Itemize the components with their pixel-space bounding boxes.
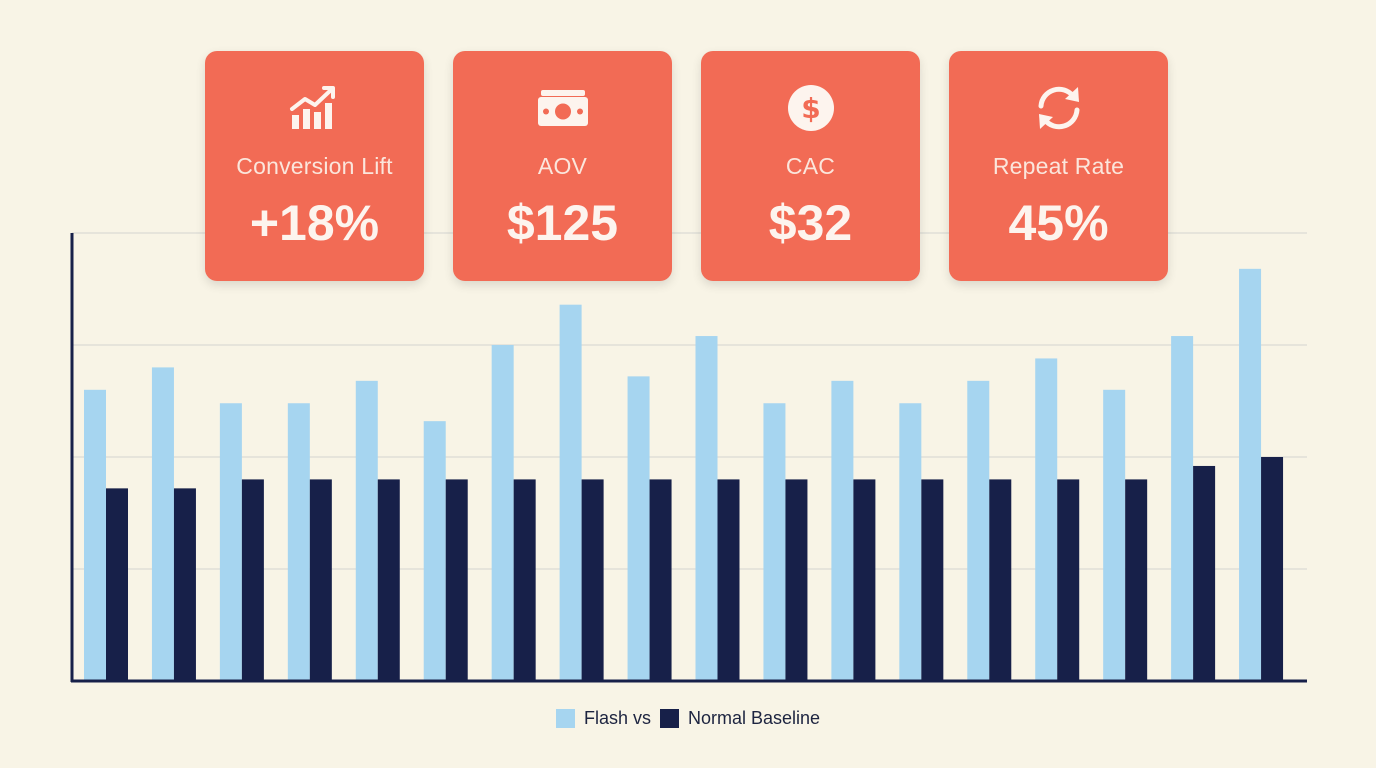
chart-legend: Flash vs Normal Baseline [0, 708, 1376, 729]
bar-baseline-11 [785, 479, 808, 681]
bar-baseline-17 [1193, 465, 1216, 681]
bar-baseline-4 [309, 479, 332, 681]
legend-label-flash: Flash vs [583, 708, 651, 728]
growth-chart-icon [288, 81, 342, 135]
refresh-cycle-icon [1032, 81, 1086, 135]
bar-flash-1 [84, 389, 106, 681]
kpi-label: CAC [785, 153, 836, 179]
bar-flash-3 [219, 403, 242, 681]
bar-flash-7 [491, 345, 514, 681]
kpi-card-row: Conversion Lift +18% AOV $125 $ CAC $32 [205, 51, 1168, 281]
svg-text:$: $ [801, 92, 820, 125]
legend-item-baseline: Normal Baseline [659, 708, 821, 729]
bar-baseline-9 [649, 479, 672, 681]
bar-flash-10 [695, 336, 718, 681]
bar-baseline-3 [241, 479, 264, 681]
kpi-card-conversion-lift: Conversion Lift +18% [205, 51, 424, 281]
bar-baseline-10 [717, 479, 740, 681]
bar-baseline-13 [921, 479, 944, 681]
bar-baseline-5 [377, 479, 400, 681]
legend-swatch-flash [555, 709, 575, 728]
bar-baseline-14 [989, 479, 1012, 681]
bar-flash-16 [1103, 389, 1126, 681]
kpi-value: $32 [768, 195, 853, 251]
bar-flash-14 [967, 380, 990, 681]
kpi-label: AOV [537, 153, 588, 179]
bar-baseline-1 [106, 488, 128, 681]
bar-baseline-18 [1261, 457, 1284, 681]
bar-flash-13 [899, 403, 922, 681]
kpi-value: 45% [1008, 195, 1109, 251]
bar-flash-17 [1171, 336, 1194, 681]
kpi-card-repeat-rate: Repeat Rate 45% [949, 51, 1168, 281]
bar-baseline-12 [853, 479, 876, 681]
bar-flash-2 [151, 367, 174, 681]
bar-flash-12 [831, 380, 854, 681]
bar-flash-5 [355, 380, 378, 681]
bar-baseline-7 [513, 479, 536, 681]
legend-item-flash: Flash vs [555, 708, 651, 729]
legend-swatch-baseline [659, 709, 679, 728]
dollar-coin-icon: $ [784, 81, 838, 135]
bar-baseline-2 [173, 488, 196, 681]
bars [84, 268, 1284, 681]
kpi-label: Repeat Rate [992, 153, 1125, 179]
kpi-card-cac: $ CAC $32 [701, 51, 920, 281]
bar-flash-6 [423, 421, 446, 681]
bar-baseline-6 [445, 479, 468, 681]
bar-flash-8 [559, 304, 582, 681]
bar-baseline-16 [1125, 479, 1148, 681]
bar-flash-9 [627, 376, 650, 681]
cash-icon [536, 81, 590, 135]
bar-baseline-15 [1057, 479, 1080, 681]
bar-baseline-8 [581, 479, 604, 681]
legend-label-baseline: Normal Baseline [687, 708, 821, 728]
kpi-value: $125 [506, 195, 619, 251]
axes [70, 233, 1307, 683]
bar-flash-18 [1239, 268, 1262, 681]
kpi-value: +18% [249, 195, 380, 251]
bar-flash-15 [1035, 358, 1058, 681]
kpi-card-aov: AOV $125 [453, 51, 672, 281]
bar-flash-4 [287, 403, 310, 681]
kpi-label: Conversion Lift [236, 153, 393, 179]
bar-flash-11 [763, 403, 786, 681]
